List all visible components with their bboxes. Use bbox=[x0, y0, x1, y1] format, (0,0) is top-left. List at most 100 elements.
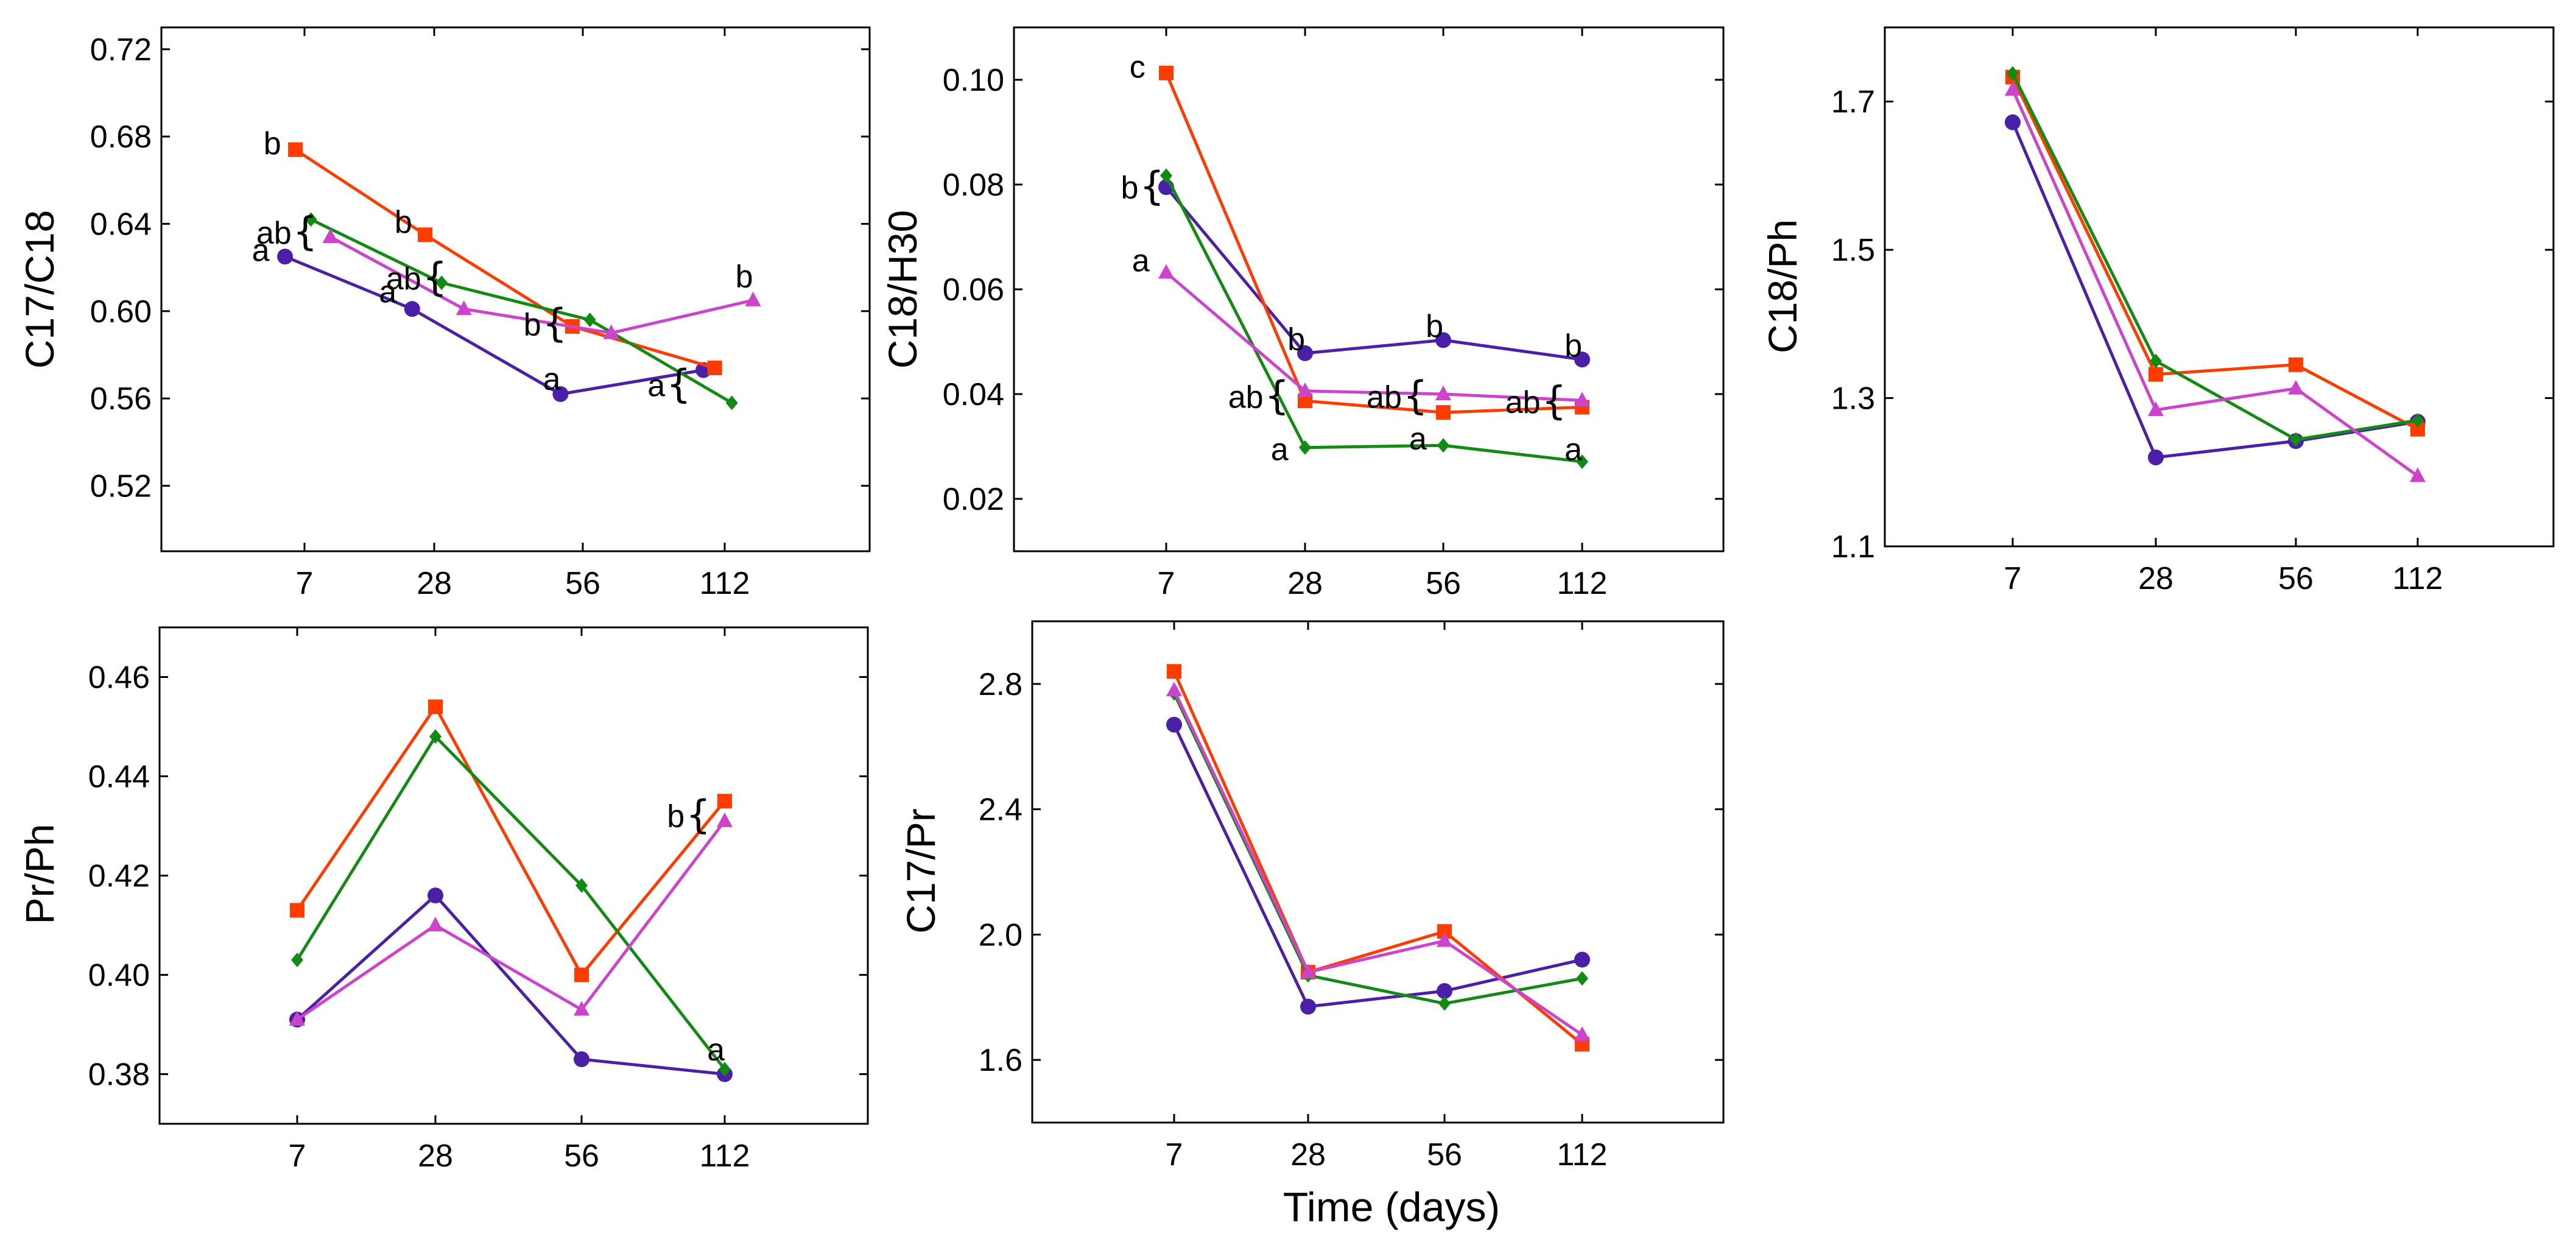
y-axis-title: C18/H30 bbox=[880, 210, 925, 369]
x-tick-label: 112 bbox=[700, 566, 750, 601]
x-tick-label: 56 bbox=[564, 1138, 599, 1174]
significance-letter: a bbox=[707, 1032, 725, 1068]
y-tick-label: 0.02 bbox=[943, 482, 1004, 517]
significance-letter: a bbox=[1132, 244, 1150, 279]
significance-letter: ab bbox=[1505, 385, 1541, 420]
data-point-red bbox=[1159, 65, 1174, 80]
y-tick-label: 0.40 bbox=[88, 958, 150, 993]
significance-letter: a bbox=[1409, 421, 1427, 457]
data-point-magenta bbox=[603, 324, 619, 339]
y-tick-label: 0.42 bbox=[88, 859, 150, 894]
bracket-brace: { bbox=[423, 255, 448, 300]
data-point-purple bbox=[428, 887, 443, 904]
significance-letter: b bbox=[736, 259, 753, 295]
data-point-green bbox=[583, 312, 596, 328]
significance-letter: a bbox=[647, 369, 665, 404]
data-point-purple bbox=[404, 301, 420, 317]
y-axis-title: C17/Pr bbox=[898, 808, 943, 933]
data-point-magenta bbox=[1435, 386, 1451, 400]
significance-letter: c bbox=[1130, 50, 1145, 85]
chart-panel-1: 0.52 0.56 0.60 0.64 0.68 0.72 7 28 56 112 C17/C18 a… bbox=[17, 26, 871, 601]
y-tick-label: 0.38 bbox=[88, 1057, 150, 1093]
significance-letter: b bbox=[667, 799, 684, 834]
data-point-magenta bbox=[1574, 392, 1590, 407]
y-tick-label: 0.52 bbox=[90, 469, 152, 504]
significance-letter: ab bbox=[1367, 379, 1402, 415]
x-tick-label: 28 bbox=[418, 1138, 453, 1174]
y-axis-title: Pr/Ph bbox=[17, 824, 62, 924]
data-point-purple bbox=[1574, 951, 1590, 968]
x-tick-label: 112 bbox=[1557, 1137, 1608, 1173]
x-tick-label: 56 bbox=[2278, 561, 2314, 596]
data-point-purple bbox=[1574, 351, 1590, 368]
x-tick-label: 7 bbox=[296, 566, 314, 601]
bracket-brace: { bbox=[543, 301, 568, 346]
x-tick-label: 7 bbox=[1166, 1137, 1183, 1173]
data-point-purple bbox=[1166, 716, 1182, 733]
y-tick-label: 0.60 bbox=[90, 294, 152, 330]
y-tick-label: 1.7 bbox=[1831, 85, 1875, 120]
y-tick-label: 1.5 bbox=[1831, 233, 1875, 268]
data-point-magenta bbox=[428, 917, 443, 931]
significance-letter: b bbox=[1121, 170, 1138, 205]
x-tick-label: 56 bbox=[1426, 566, 1461, 601]
y-tick-label: 2.4 bbox=[979, 792, 1022, 828]
x-tick-label: 28 bbox=[417, 566, 452, 601]
data-point-magenta bbox=[2148, 401, 2164, 417]
data-point-magenta bbox=[1437, 932, 1452, 947]
data-point-magenta bbox=[456, 300, 472, 316]
data-point-purple bbox=[1297, 345, 1313, 361]
plot-frame bbox=[158, 626, 869, 1125]
data-point-magenta bbox=[717, 812, 733, 827]
series-line-red bbox=[294, 148, 716, 370]
data-point-red bbox=[288, 142, 303, 157]
x-tick-label: 56 bbox=[565, 566, 600, 601]
y-tick-label: 2.0 bbox=[979, 917, 1022, 953]
significance-letter: a bbox=[543, 362, 560, 397]
significance-letter: b bbox=[1564, 328, 1582, 364]
series-line-purple bbox=[1165, 186, 1583, 361]
data-point-red bbox=[428, 699, 443, 714]
data-point-green bbox=[725, 395, 738, 411]
bracket-brace: { bbox=[1542, 379, 1567, 424]
significance-letter: b bbox=[1426, 309, 1443, 344]
data-point-purple bbox=[1437, 982, 1452, 999]
data-point-purple bbox=[552, 386, 569, 402]
data-point-magenta bbox=[2410, 467, 2426, 482]
data-point-green bbox=[575, 878, 588, 893]
y-tick-label: 0.10 bbox=[943, 63, 1004, 98]
data-point-red bbox=[717, 794, 732, 809]
series-line-green bbox=[310, 218, 733, 404]
data-point-green bbox=[291, 953, 303, 968]
y-tick-label: 0.46 bbox=[88, 660, 150, 696]
significance-letter: a bbox=[1564, 432, 1582, 467]
x-tick-label: 56 bbox=[1427, 1137, 1462, 1173]
data-point-green bbox=[2007, 66, 2019, 81]
bracket-brace: { bbox=[666, 362, 691, 407]
chart-panel-4: 0.38 0.40 0.42 0.44 0.46 7 28 56 112 Pr/Ph b {a bbox=[17, 626, 869, 1174]
bracket-brace: { bbox=[1265, 373, 1290, 418]
data-point-purple bbox=[574, 1051, 589, 1068]
data-point-green bbox=[435, 275, 448, 291]
x-tick-label: 28 bbox=[2138, 561, 2173, 596]
data-point-purple bbox=[2148, 449, 2164, 465]
x-tick-label: 112 bbox=[700, 1138, 750, 1174]
x-tick-label: 7 bbox=[2004, 561, 2022, 596]
data-point-red bbox=[1436, 405, 1451, 420]
plot-frame bbox=[1031, 620, 1725, 1124]
bracket-brace: { bbox=[293, 210, 318, 255]
data-point-red bbox=[290, 903, 304, 918]
series-line-magenta bbox=[329, 235, 754, 335]
chart-panel-5: 1.6 2.0 2.4 2.8 7 28 56 112 C17/Pr bbox=[898, 620, 1725, 1173]
y-tick-label: 1.3 bbox=[1831, 381, 1875, 417]
data-point-magenta bbox=[1166, 682, 1182, 697]
data-point-red bbox=[2148, 367, 2163, 382]
y-tick-label: 0.06 bbox=[943, 272, 1004, 308]
data-point-red bbox=[2289, 357, 2303, 372]
y-tick-label: 0.68 bbox=[90, 119, 152, 155]
data-point-purple bbox=[2005, 114, 2021, 130]
x-tick-label: 112 bbox=[1557, 566, 1608, 601]
data-point-purple bbox=[1300, 998, 1316, 1015]
significance-letter: a bbox=[252, 233, 270, 269]
